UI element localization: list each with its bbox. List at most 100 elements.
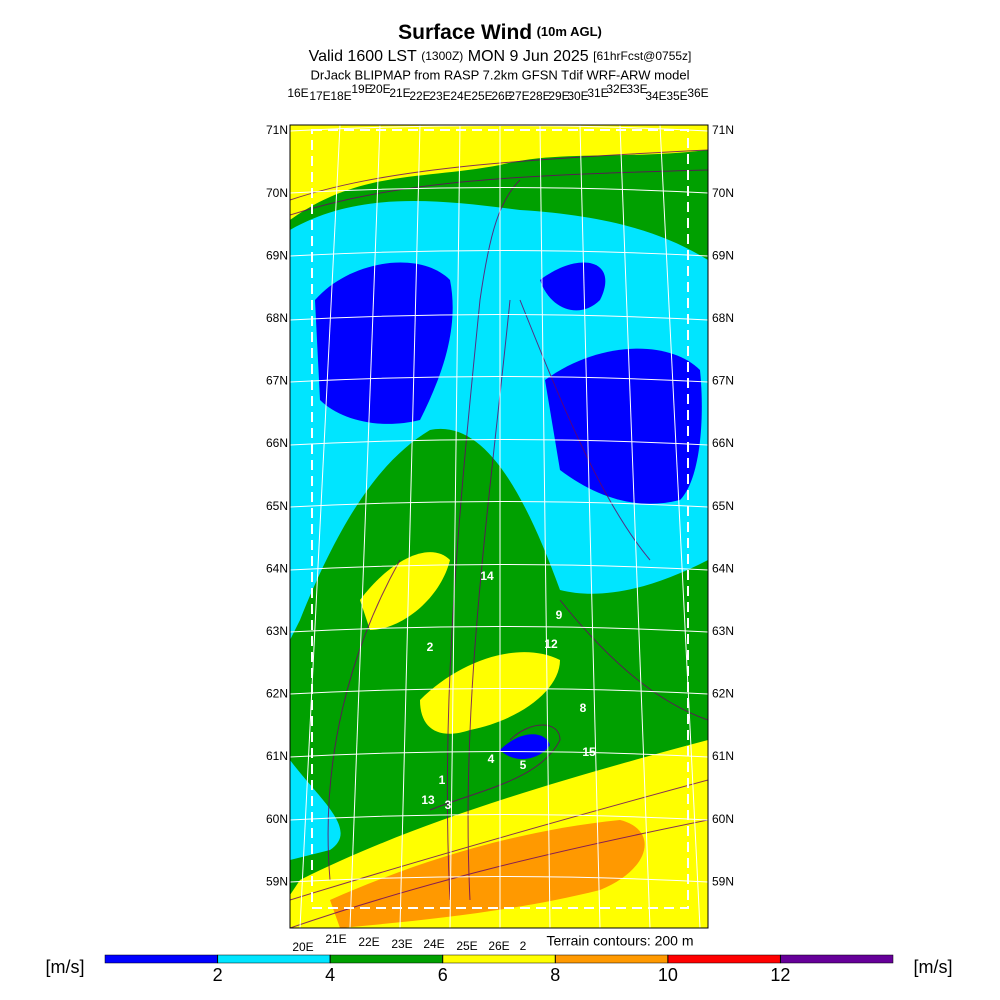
lat-label: 66N	[266, 436, 288, 450]
point-label: 3	[445, 798, 452, 812]
colorbar-segment	[217, 954, 331, 964]
field-yellow	[420, 652, 560, 734]
lat-label: 61N	[266, 749, 288, 763]
forecast: [61hrFcst@0755z]	[593, 49, 691, 63]
lat-label: 67N	[712, 374, 734, 388]
point-label: 14	[480, 569, 494, 583]
colorbar-segment	[555, 954, 669, 964]
valid: Valid 1600 LST	[309, 48, 417, 65]
lon-label: 22E	[409, 89, 430, 103]
subtitle: DrJack BLIPMAP from RASP 7.2km GFSN Tdif…	[310, 67, 689, 82]
lat-label: 68N	[712, 311, 734, 325]
lon-label: 26E	[491, 89, 512, 103]
colorbar-unit: [m/s]	[914, 957, 953, 977]
colorbar-segment	[442, 954, 556, 964]
valid-utc: (1300Z)	[421, 49, 463, 63]
lon-label: 30E	[567, 89, 588, 103]
point-label: 2	[427, 640, 434, 654]
lon-label: 27E	[508, 89, 529, 103]
lat-label: 71N	[712, 123, 734, 137]
point-label: 8	[580, 701, 587, 715]
title-line: Surface Wind (10m AGL)	[398, 21, 602, 44]
lon-label: 25E	[456, 939, 477, 953]
field-blue	[540, 262, 606, 311]
lat-label: 60N	[266, 812, 288, 826]
lat-label: 64N	[266, 561, 288, 575]
lat-label: 66N	[712, 436, 734, 450]
lat-label: 62N	[712, 687, 734, 701]
colorbar-segment	[329, 954, 443, 964]
title: Surface Wind	[398, 21, 532, 44]
lat-label: 69N	[712, 248, 734, 262]
field-orange	[330, 820, 645, 928]
lon-label: 16E	[287, 86, 308, 100]
lon-label: 23E	[429, 89, 450, 103]
valid-line: Valid 1600 LST (1300Z) MON 9 Jun 2025 [6…	[309, 48, 692, 65]
colorbar-tick-label: 4	[325, 965, 335, 985]
lat-label: 67N	[266, 374, 288, 388]
lon-label: 26E	[488, 939, 509, 953]
lon-label: 24E	[423, 937, 444, 951]
lat-label: 71N	[266, 123, 288, 137]
colorbar-tick-label: 10	[658, 965, 678, 985]
lat-label: 65N	[266, 499, 288, 513]
colorbar-segment	[780, 954, 894, 964]
lon-label: 22E	[358, 935, 379, 949]
lon-label: 36E	[687, 86, 708, 100]
lon-label: 32E	[606, 82, 627, 96]
point-label: 9	[556, 608, 563, 622]
lon-label: 20E	[292, 940, 313, 954]
colorbar-tick-label: 12	[770, 965, 790, 985]
lon-label: 24E	[450, 89, 471, 103]
field-yellow	[360, 552, 450, 630]
colorbar-tick-label: 2	[213, 965, 223, 985]
colorbar-tick-label: 8	[550, 965, 560, 985]
lon-label: 21E	[389, 86, 410, 100]
lat-label: 69N	[266, 248, 288, 262]
lat-label: 64N	[712, 561, 734, 575]
lat-label: 70N	[712, 186, 734, 200]
field-yellow	[290, 125, 708, 220]
lat-label: 63N	[266, 624, 288, 638]
lat-label: 62N	[266, 687, 288, 701]
field-blue	[545, 348, 702, 504]
lat-label: 65N	[712, 499, 734, 513]
lon-label: 34E	[645, 89, 666, 103]
colorbar-unit: [m/s]	[46, 957, 85, 977]
graticule	[290, 125, 708, 928]
colorbar-segment	[667, 954, 781, 964]
lon-label: 35E	[666, 89, 687, 103]
lat-label: 63N	[712, 624, 734, 638]
lon-label: 33E	[626, 82, 647, 96]
lat-label: 70N	[266, 186, 288, 200]
lon-label: 2	[520, 939, 527, 953]
point-label: 4	[488, 752, 495, 766]
lon-label: 23E	[391, 937, 412, 951]
terrain-note: Terrain contours: 200 m	[546, 933, 693, 949]
point-label: 12	[544, 637, 558, 651]
lon-label: 28E	[529, 89, 550, 103]
field-blue	[315, 262, 453, 424]
lon-label: 29E	[548, 89, 569, 103]
lon-label: 19E	[351, 82, 372, 96]
lat-label: 59N	[266, 874, 288, 888]
lon-label: 20E	[369, 82, 390, 96]
point-label: 1	[439, 773, 446, 787]
map-field	[290, 125, 708, 928]
lat-label: 61N	[712, 749, 734, 763]
lon-label: 21E	[325, 932, 346, 946]
colorbar-segment	[104, 954, 218, 964]
point-label: 5	[520, 758, 527, 772]
title-note: (10m AGL)	[537, 24, 602, 39]
lat-label: 60N	[712, 812, 734, 826]
lon-label: 31E	[587, 86, 608, 100]
map-frame	[289, 124, 709, 929]
lon-label: 18E	[330, 89, 351, 103]
streamlines	[290, 149, 708, 928]
point-label: 15	[582, 745, 596, 759]
lat-label: 68N	[266, 311, 288, 325]
field-blue	[500, 734, 550, 760]
